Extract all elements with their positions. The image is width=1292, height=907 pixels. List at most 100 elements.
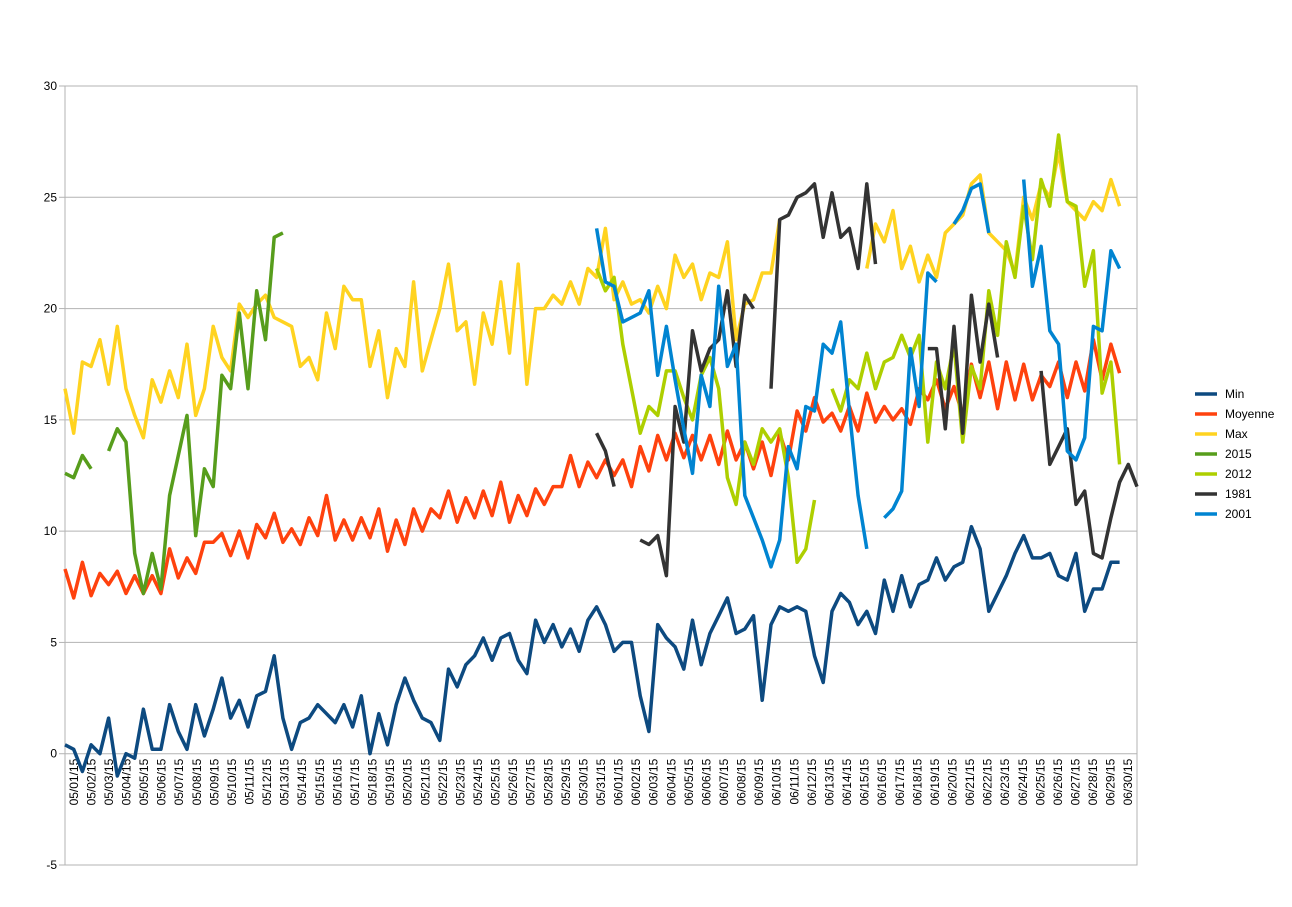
x-tick-label: 05/06/15 — [155, 758, 169, 805]
x-tick-label: 06/01/15 — [612, 758, 626, 805]
series-2001 — [594, 179, 1122, 569]
x-tick-label: 05/21/15 — [418, 758, 432, 805]
series-line-segment — [927, 293, 1000, 435]
x-tick-label: 06/02/15 — [629, 758, 643, 805]
x-tick-label: 06/17/15 — [893, 758, 907, 805]
x-tick-label: 06/27/15 — [1068, 758, 1082, 805]
legend-label: Max — [1225, 427, 1248, 441]
y-tick-label: -5 — [46, 858, 57, 872]
x-tick-label: 05/25/15 — [489, 758, 503, 805]
x-tick-label: 06/26/15 — [1051, 758, 1065, 805]
x-tick-label: 06/29/15 — [1104, 758, 1118, 805]
legend-label: 2012 — [1225, 467, 1252, 481]
series-line-segment — [1021, 179, 1122, 462]
x-tick-label: 06/09/15 — [752, 758, 766, 805]
series-line-segment — [595, 432, 616, 488]
x-tick-label: 05/15/15 — [313, 758, 327, 805]
series-1981 — [595, 182, 1139, 578]
x-tick-label: 05/19/15 — [383, 758, 397, 805]
legend-label: 1981 — [1225, 487, 1252, 501]
y-tick-label: 0 — [50, 747, 57, 761]
series-line-segment — [639, 289, 755, 578]
x-tick-label: 06/25/15 — [1033, 758, 1047, 805]
x-tick-label: 05/30/15 — [576, 758, 590, 805]
series-line-segment — [64, 453, 93, 480]
x-tick-label: 06/15/15 — [858, 758, 872, 805]
x-tick-label: 05/28/15 — [541, 758, 555, 805]
x-tick-label: 05/02/15 — [84, 758, 98, 805]
x-tick-label: 05/07/15 — [172, 758, 186, 805]
x-tick-label: 06/18/15 — [910, 758, 924, 805]
y-axis-ticks: -5 0 5 10 15 20 25 30 — [44, 79, 65, 872]
x-tick-label: 06/16/15 — [875, 758, 889, 805]
x-tick-label: 06/19/15 — [928, 758, 942, 805]
series-line-segment — [64, 524, 1120, 778]
series-line-segment — [63, 219, 782, 440]
y-tick-label: 15 — [44, 413, 58, 427]
x-tick-label: 05/10/15 — [225, 758, 239, 805]
x-tick-label: 06/24/15 — [1016, 758, 1030, 805]
x-tick-label: 05/01/15 — [67, 758, 81, 805]
series-line-segment — [594, 267, 817, 565]
x-tick-label: 06/12/15 — [805, 758, 819, 805]
x-tick-label: 05/22/15 — [436, 758, 450, 805]
x-tick-label: 05/11/15 — [243, 758, 257, 804]
series-line-segment — [830, 133, 1122, 465]
x-tick-label: 06/03/15 — [647, 758, 661, 805]
y-tick-label: 30 — [44, 79, 58, 93]
x-tick-label: 05/12/15 — [260, 758, 274, 805]
x-tick-label: 05/04/15 — [120, 758, 134, 805]
x-axis-ticks: 05/01/15 05/02/15 05/03/15 05/04/15 05/05/15… — [67, 758, 1135, 805]
x-tick-label: 05/18/15 — [366, 758, 380, 805]
series-line-segment — [106, 231, 284, 596]
x-tick-label: 05/05/15 — [137, 758, 151, 805]
x-tick-label: 05/29/15 — [559, 758, 573, 805]
x-tick-label: 05/03/15 — [102, 758, 116, 805]
x-tick-label: 05/24/15 — [471, 758, 485, 805]
series-line-segment — [883, 271, 938, 520]
legend-label: Moyenne — [1225, 407, 1275, 421]
legend-label: Min — [1225, 387, 1244, 401]
y-tick-label: 5 — [50, 635, 57, 649]
x-tick-label: 05/14/15 — [295, 758, 309, 805]
x-tick-label: 05/26/15 — [506, 758, 520, 805]
x-tick-label: 05/09/15 — [207, 758, 221, 805]
series-line-segment — [769, 182, 878, 389]
x-tick-label: 06/05/15 — [682, 758, 696, 805]
x-tick-label: 05/17/15 — [348, 758, 362, 805]
x-tick-label: 06/22/15 — [981, 758, 995, 805]
x-tick-label: 06/11/15 — [787, 758, 801, 804]
x-tick-label: 06/08/15 — [735, 758, 749, 805]
x-tick-label: 06/20/15 — [945, 758, 959, 805]
x-tick-label: 06/07/15 — [717, 758, 731, 805]
x-tick-label: 05/16/15 — [330, 758, 344, 805]
x-tick-label: 06/10/15 — [770, 758, 784, 805]
series-2012 — [594, 133, 1122, 565]
x-tick-label: 06/21/15 — [963, 758, 977, 805]
series-min — [64, 524, 1120, 778]
series-2015 — [64, 231, 284, 596]
legend-label: 2001 — [1225, 507, 1252, 521]
x-tick-label: 05/31/15 — [594, 758, 608, 805]
legend: Min Moyenne Max 2015 2012 1981 2001 — [1195, 387, 1275, 521]
x-tick-label: 06/13/15 — [822, 758, 836, 805]
series-line-segment — [594, 228, 869, 569]
legend-label: 2015 — [1225, 447, 1252, 461]
x-tick-label: 05/08/15 — [190, 758, 204, 805]
series-lines — [63, 133, 1139, 778]
y-tick-label: 25 — [44, 190, 58, 204]
x-tick-label: 05/27/15 — [524, 758, 538, 805]
x-tick-label: 05/13/15 — [278, 758, 292, 805]
plot-area — [64, 85, 1138, 866]
x-tick-label: 06/14/15 — [840, 758, 854, 805]
y-tick-label: 10 — [44, 524, 58, 538]
series-line-segment — [952, 182, 991, 234]
x-tick-label: 06/28/15 — [1086, 758, 1100, 805]
x-tick-label: 05/23/15 — [453, 758, 467, 805]
x-tick-label: 06/23/15 — [998, 758, 1012, 805]
x-tick-label: 05/20/15 — [401, 758, 415, 805]
x-tick-label: 06/06/15 — [699, 758, 713, 805]
x-tick-label: 06/04/15 — [664, 758, 678, 805]
series-line-segment — [1039, 370, 1139, 560]
